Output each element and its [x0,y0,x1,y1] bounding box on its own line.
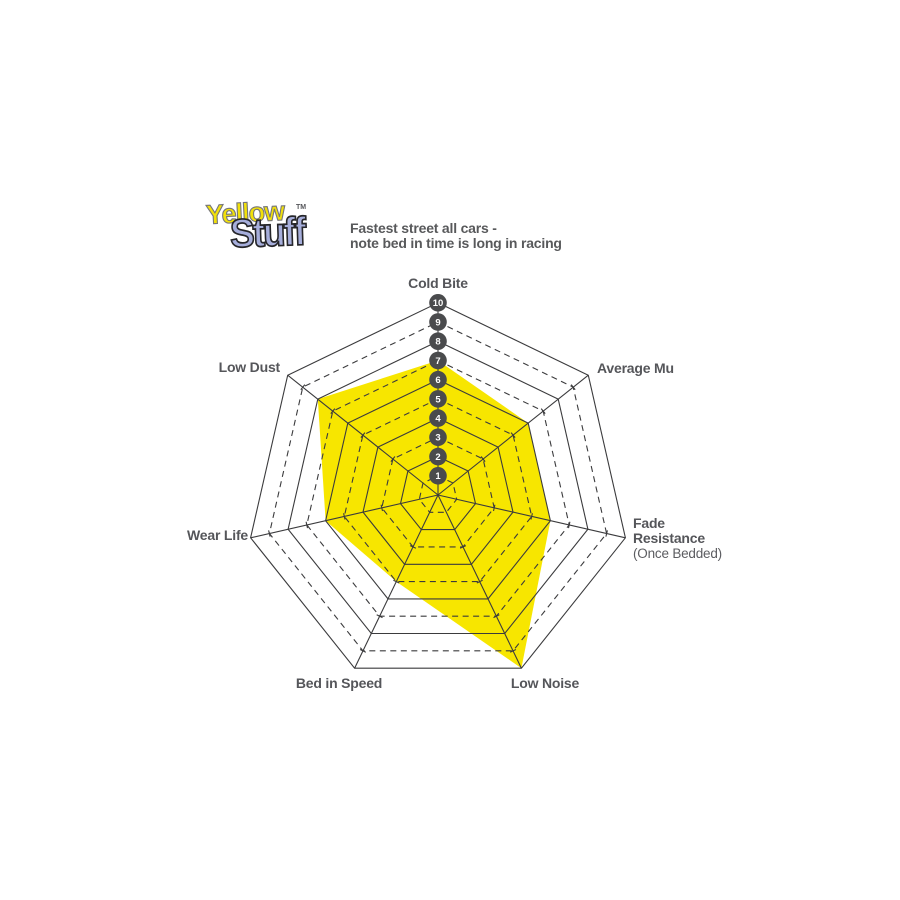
radar-ring [381,436,495,548]
scale-badge: 9 [429,313,447,331]
radar-tick [393,579,400,584]
svg-text:7: 7 [435,356,440,367]
svg-text:3: 3 [435,433,440,444]
radar-ring [268,321,608,652]
radar-tick [376,614,383,619]
radar-ring [343,398,533,583]
radar-tick [359,649,367,653]
fade-label-line2: Resistance [633,530,705,546]
radar-tick [493,614,500,619]
svg-text:1: 1 [435,471,441,482]
radar-tick [492,504,496,512]
axis-label-average-mu: Average Mu [597,360,674,376]
radar-tick [540,408,546,414]
axis-label-wear-life: Wear Life [187,527,248,543]
radar-ring [418,475,458,513]
scale-badge: 8 [429,332,447,351]
scale-badge: 1 [429,467,447,485]
svg-text:4: 4 [435,414,441,425]
radar-tick [605,530,608,537]
svg-text:8: 8 [435,337,440,348]
fade-label-line1: Fade [633,515,665,531]
radar-tick [343,513,346,520]
radar-ring [399,455,477,531]
axis-label-low-dust: Low Dust [218,359,281,375]
scale-badge: 7 [429,351,447,370]
radar-tick [509,649,517,653]
scale-badge: 10 [429,294,447,312]
radar-tick [530,513,533,520]
scale-badge: 5 [429,390,447,408]
radar-ring [362,417,514,565]
radar-ring [325,379,551,600]
svg-text:5: 5 [435,394,441,405]
radar-ring [250,302,626,669]
svg-text:10: 10 [433,298,444,309]
axis-label-low-noise: Low Noise [510,675,580,691]
radar-tick [510,432,516,438]
axis-label-bed-in-speed: Bed in Speed [295,675,383,691]
radar-tick [459,545,467,549]
radar-tick [305,521,309,529]
radar-tick [476,579,483,584]
radar-tick [570,384,576,391]
scale-badge: 4 [429,409,447,427]
subtitle-line2: note bed in time is long in racing [350,235,562,251]
radar-tick [380,504,384,512]
fade-label-note: (Once Bedded) [633,546,722,561]
radar-tick [268,530,271,537]
scale-badge: 3 [429,428,447,447]
radar-tick [567,521,571,529]
subtitle-line1: Fastest street all cars - [350,220,497,236]
yellowstuff-logo: Yellow TM Stuff [200,195,350,266]
axis-label-cold-bite: Cold Bite [408,275,468,291]
radar-tick [360,432,366,438]
radar-ring [287,340,589,635]
scale-badge: 6 [429,370,447,389]
radar-tick [330,408,336,414]
radar-tick [300,384,306,391]
scale-badge: 2 [429,447,447,466]
svg-text:6: 6 [435,375,440,386]
svg-text:2: 2 [435,452,440,463]
radar-data-polygon [317,360,551,669]
chart-subtitle: Fastest street all cars - note bed in ti… [350,221,562,251]
logo-trademark: TM [296,204,307,211]
radar-tick [480,456,486,462]
radar-tick [390,456,396,462]
axis-label-fade-resistance: Fade Resistance (Once Bedded) [633,515,722,562]
svg-text:9: 9 [435,317,440,328]
radar-tick [409,545,417,549]
